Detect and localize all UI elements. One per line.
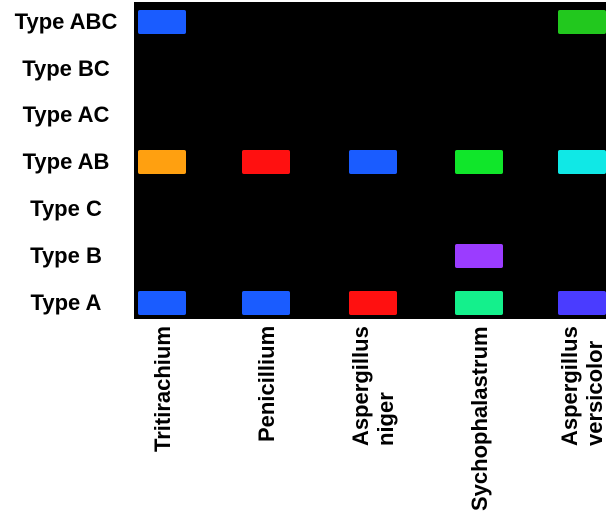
- heatmap-cell: [138, 150, 186, 174]
- heatmap-cell: [455, 291, 503, 315]
- column-label-line: Tritirachium: [149, 326, 175, 452]
- heatmap-cell: [138, 10, 186, 34]
- heatmap-cell: [558, 10, 606, 34]
- heatmap-cell: [138, 291, 186, 315]
- row-label: Type AC: [22, 102, 110, 127]
- heatmap-cell: [349, 291, 397, 315]
- row-label: Type C: [30, 196, 102, 221]
- column-label: Sychophalastrum: [467, 326, 492, 511]
- column-label-line: niger: [373, 392, 398, 446]
- column-label: Aspergillus niger: [348, 326, 398, 446]
- row-label: Type AB: [22, 149, 110, 174]
- column-label: Tritirachium: [150, 326, 175, 452]
- column-label: Aspergillus versicolor: [557, 326, 606, 446]
- heatmap-cell: [455, 244, 503, 268]
- heatmap-cell: [558, 150, 606, 174]
- plot-area: [134, 2, 606, 316]
- heatmap-cell: [242, 150, 290, 174]
- x-axis-line: [134, 316, 606, 319]
- row-label: Type BC: [22, 56, 110, 81]
- column-label-line: Aspergillus: [557, 326, 582, 446]
- row-label: Type ABC: [14, 9, 118, 34]
- heatmap-cell: [558, 291, 606, 315]
- column-label-line: Sychophalastrum: [466, 326, 492, 511]
- column-label-line: versicolor: [582, 340, 606, 446]
- column-label-line: Aspergillus: [348, 326, 373, 446]
- column-label: Penicillium: [254, 326, 279, 442]
- row-label: Type A: [30, 290, 102, 315]
- column-label-line: Penicillium: [253, 325, 279, 442]
- heatmap-cell: [349, 150, 397, 174]
- heatmap-cell: [455, 150, 503, 174]
- heatmap-cell: [242, 291, 290, 315]
- row-label: Type B: [30, 243, 102, 268]
